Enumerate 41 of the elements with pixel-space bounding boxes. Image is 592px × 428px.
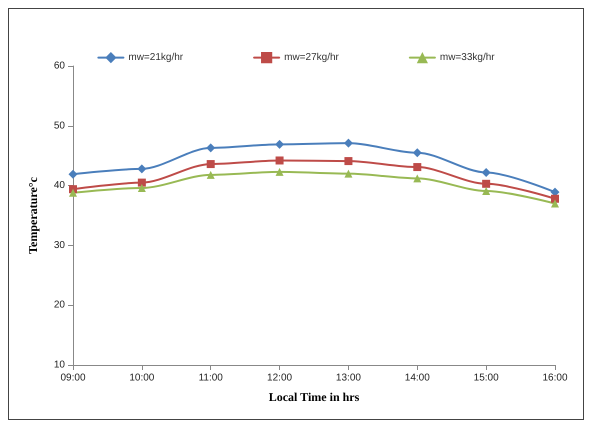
point — [344, 170, 352, 178]
point — [344, 157, 352, 166]
y-tick-label: 30 — [54, 240, 66, 251]
y-tick-label: 60 — [54, 60, 66, 72]
y-tick-label: 10 — [54, 360, 66, 370]
point — [68, 170, 78, 179]
point — [413, 163, 422, 172]
point — [206, 143, 216, 152]
y-tick-label: 50 — [54, 120, 66, 132]
point — [482, 186, 490, 195]
x-tick-label: 12:00 — [267, 372, 293, 384]
y-axis-title: Temperature°c — [26, 176, 40, 254]
point — [69, 188, 77, 197]
point — [138, 178, 146, 187]
point — [275, 140, 284, 149]
point — [276, 156, 284, 164]
x-tick-label: 10:00 — [129, 372, 155, 384]
point — [551, 200, 559, 208]
x-tick-label: 11:00 — [198, 372, 224, 384]
legend-label: mw=27kg/hr — [284, 52, 340, 64]
legend-label: mw=33kg/hr — [440, 52, 496, 64]
x-tick-label: 14:00 — [404, 372, 430, 384]
point — [482, 168, 491, 177]
x-tick-label: 16:00 — [542, 372, 568, 384]
point — [138, 184, 146, 192]
x-tick-label: 15:00 — [474, 372, 500, 384]
point — [551, 194, 559, 203]
point — [344, 138, 353, 148]
x-tick-label: 13:00 — [336, 372, 362, 384]
x-tick-label: 09:00 — [60, 372, 86, 384]
point — [137, 164, 146, 174]
legend-label: mw=21kg/hr — [128, 52, 184, 64]
y-tick-label: 20 — [54, 300, 66, 311]
point — [482, 180, 490, 188]
point — [206, 160, 215, 168]
point — [206, 170, 215, 179]
point — [413, 174, 422, 182]
point — [412, 148, 422, 158]
y-tick-label: 40 — [54, 180, 66, 192]
point — [276, 168, 284, 176]
x-axis-title: Local Time in hrs — [268, 390, 360, 404]
